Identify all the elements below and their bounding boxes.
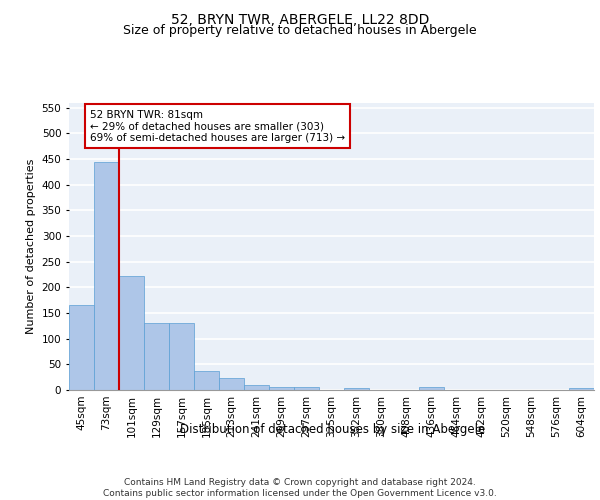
Bar: [244, 385, 269, 390]
Bar: [344, 388, 369, 390]
Y-axis label: Number of detached properties: Number of detached properties: [26, 158, 36, 334]
Bar: [119, 276, 144, 390]
Text: Contains HM Land Registry data © Crown copyright and database right 2024.
Contai: Contains HM Land Registry data © Crown c…: [103, 478, 497, 498]
Bar: [419, 388, 444, 390]
Bar: [94, 162, 119, 390]
Text: Size of property relative to detached houses in Abergele: Size of property relative to detached ho…: [123, 24, 477, 37]
Bar: [219, 378, 244, 390]
Bar: [269, 387, 294, 390]
Text: 52 BRYN TWR: 81sqm
← 29% of detached houses are smaller (303)
69% of semi-detach: 52 BRYN TWR: 81sqm ← 29% of detached hou…: [90, 110, 345, 143]
Bar: [194, 371, 219, 390]
Bar: [69, 306, 94, 390]
Text: Distribution of detached houses by size in Abergele: Distribution of detached houses by size …: [181, 422, 485, 436]
Bar: [569, 388, 594, 390]
Bar: [144, 324, 169, 390]
Bar: [294, 387, 319, 390]
Bar: [169, 324, 194, 390]
Text: 52, BRYN TWR, ABERGELE, LL22 8DD: 52, BRYN TWR, ABERGELE, LL22 8DD: [171, 12, 429, 26]
